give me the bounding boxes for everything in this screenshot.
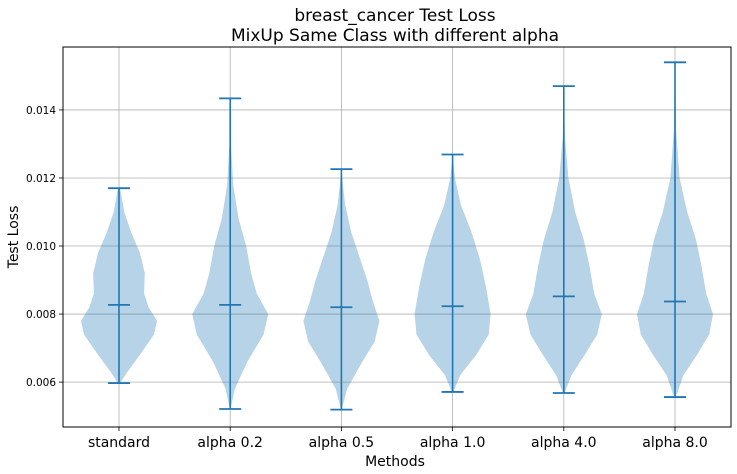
y-tick-label: 0.014 xyxy=(26,105,56,117)
y-axis-label: Test Loss xyxy=(6,206,22,270)
x-axis-label: Methods xyxy=(365,454,425,470)
y-tick-label: 0.012 xyxy=(26,173,56,185)
x-tick-label: alpha 4.0 xyxy=(531,435,597,451)
x-tick-label: alpha 8.0 xyxy=(642,435,708,451)
x-tick-label: standard xyxy=(88,435,150,451)
violins xyxy=(81,61,713,411)
x-tick-label: alpha 1.0 xyxy=(420,435,486,451)
y-tick-label: 0.010 xyxy=(26,241,56,253)
chart-subtitle: MixUp Same Class with different alpha xyxy=(231,26,559,46)
x-ticks: standard alpha 0.2 alpha 0.5 alpha 1.0 alpha… xyxy=(88,427,708,451)
y-tick-label: 0.006 xyxy=(26,377,56,389)
y-ticks: 0.006 0.008 0.010 0.012 0.014 xyxy=(26,105,63,389)
grid-lines xyxy=(63,47,731,427)
y-tick-label: 0.008 xyxy=(26,309,56,321)
x-tick-label: alpha 0.5 xyxy=(309,435,375,451)
chart-title: breast_cancer Test Loss xyxy=(294,6,495,26)
plot-frame xyxy=(62,46,732,428)
x-tick-label: alpha 0.2 xyxy=(197,435,263,451)
